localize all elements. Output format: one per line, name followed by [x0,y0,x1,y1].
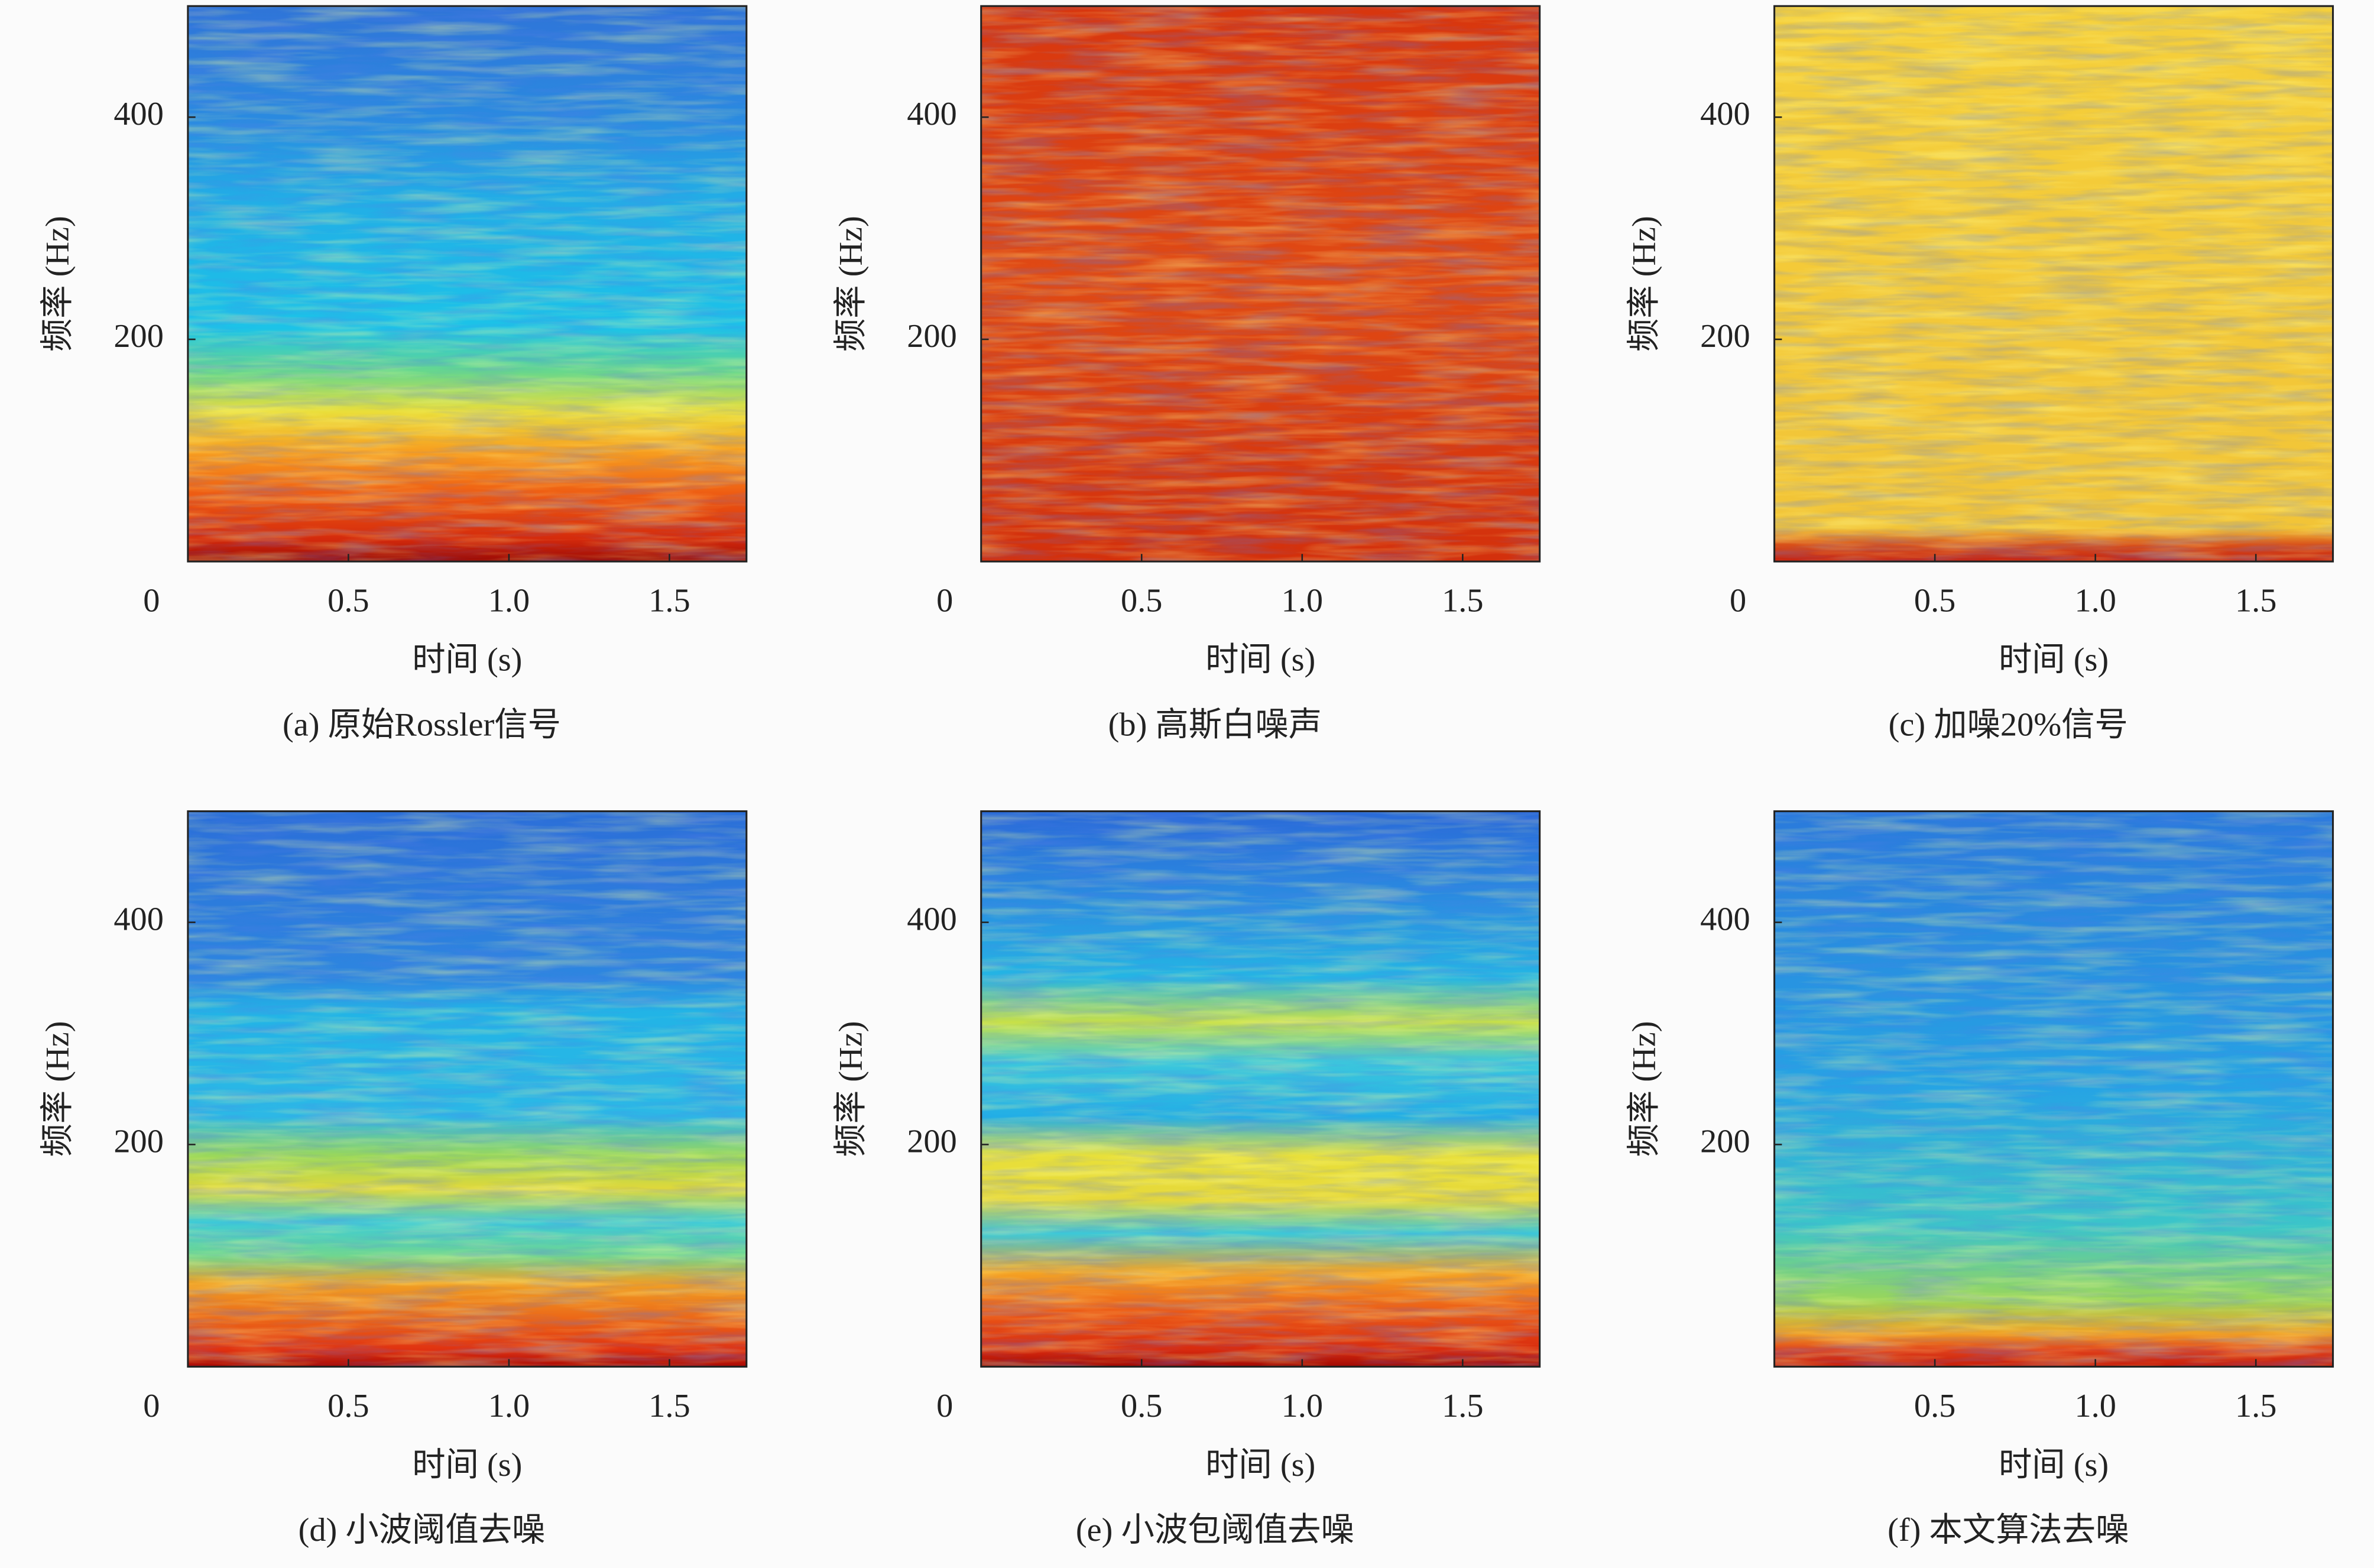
x-tick-label: 1.5 [1442,1388,1483,1424]
y-axis-label: 频率 (Hz) [40,216,76,352]
y-axis-label: 频率 (Hz) [833,216,870,352]
plot-frame [980,5,1541,563]
y-tick-label: 400 [907,96,957,132]
y-axis-label: 频率 (Hz) [40,1021,76,1157]
y-tick-label: 200 [1700,318,1750,355]
y-tick-label: 400 [113,96,164,132]
y-tick-label: 400 [907,901,957,937]
x-axis-label: 时间 (s) [412,642,522,679]
x-tick-label: 1.0 [2074,1388,2116,1424]
x-tick-label: 1.5 [2235,1388,2276,1424]
x-tick-label: 1.5 [1442,583,1483,619]
plot-frame [1773,810,2334,1368]
plot-frame [1773,5,2334,563]
y-tick-label: 200 [1700,1123,1750,1160]
panel-caption: (b) 高斯白噪声 [1108,707,1322,744]
x-axis-label: 时间 (s) [1205,1447,1315,1483]
spectrogram-texture [1774,6,2333,562]
x-tick-label: 1.5 [648,583,690,619]
x-tick-label: 0 [936,1388,953,1424]
y-tick-label: 200 [113,1123,164,1160]
plot-frame [980,810,1541,1368]
panel-caption: (e) 小波包阈值去噪 [1076,1512,1354,1548]
x-tick-label: 0.5 [327,583,369,619]
x-tick-label: 1.5 [2235,583,2276,619]
x-tick-label: 1.0 [488,1388,530,1424]
y-tick-label: 200 [907,318,957,355]
x-tick-label: 0.5 [1914,583,1955,619]
x-axis-label: 时间 (s) [1999,1447,2109,1483]
spectrogram-texture [981,6,1540,562]
x-tick-label: 0 [143,1388,160,1424]
x-axis-label: 时间 (s) [1999,642,2109,679]
spectrogram-texture [981,811,1540,1367]
x-tick-label: 0.5 [1121,583,1162,619]
plot-frame [187,810,748,1368]
x-tick-label: 0.5 [327,1388,369,1424]
y-tick-label: 400 [1700,96,1750,132]
y-tick-label: 400 [1700,901,1750,937]
x-tick-label: 1.0 [2074,583,2116,619]
plot-frame [187,5,748,563]
x-tick-label: 1.5 [648,1388,690,1424]
x-tick-label: 1.0 [1282,583,1323,619]
x-tick-label: 1.0 [488,583,530,619]
x-tick-label: 0 [936,583,953,619]
x-tick-label: 1.0 [1282,1388,1323,1424]
x-tick-label: 0.5 [1121,1388,1162,1424]
panel-caption: (a) 原始Rossler信号 [283,707,561,744]
panel-caption: (f) 本文算法去噪 [1887,1512,2129,1548]
y-axis-label: 频率 (Hz) [1626,1021,1662,1157]
x-tick-label: 0 [143,583,160,619]
x-tick-label: 0.5 [1914,1388,1955,1424]
y-axis-label: 频率 (Hz) [1626,216,1662,352]
panel-caption: (d) 小波阈值去噪 [299,1512,546,1548]
x-axis-label: 时间 (s) [412,1447,522,1483]
spectrogram-texture [187,6,747,562]
y-axis-label: 频率 (Hz) [833,1021,870,1157]
y-tick-label: 400 [113,901,164,937]
spectrogram-texture [187,811,747,1367]
y-tick-label: 200 [113,318,164,355]
y-tick-label: 200 [907,1123,957,1160]
x-axis-label: 时间 (s) [1205,642,1315,679]
spectrogram-texture [1774,811,2333,1367]
panel-caption: (c) 加噪20%信号 [1889,707,2128,744]
x-tick-label: 0 [1730,583,1746,619]
